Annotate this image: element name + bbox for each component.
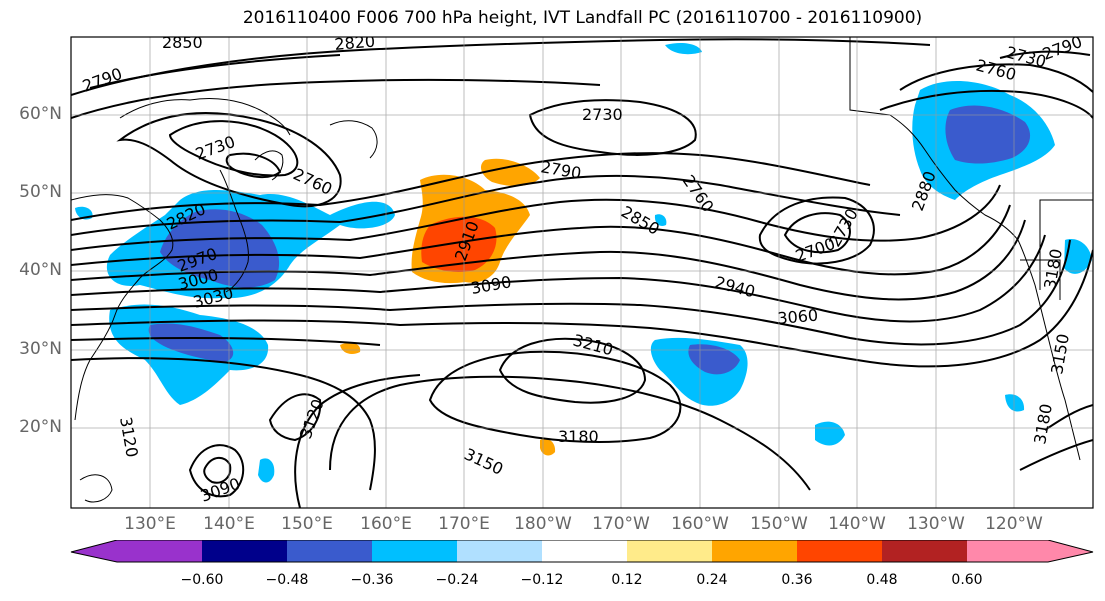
colorbar-segment [202, 540, 287, 562]
colorbar-outline [70, 540, 1094, 563]
lon-label: 180°W [514, 514, 572, 534]
lon-label: 150°W [750, 514, 808, 534]
contour-label: 3060 [777, 306, 819, 328]
colorbar-label: −0.12 [520, 572, 564, 588]
lon-label: 120°W [985, 514, 1043, 534]
colorbar-label: −0.48 [265, 572, 309, 588]
colorbar-segment [882, 540, 967, 562]
lon-label: 130°W [907, 514, 965, 534]
colorbar-segment [457, 540, 542, 562]
lon-label: 170°W [592, 514, 650, 534]
lat-label: 60°N [19, 104, 62, 124]
grid-lines [71, 37, 1093, 508]
colorbar-label: 0.24 [696, 572, 728, 588]
lon-label: 140°W [828, 514, 886, 534]
contour-label: 2820 [334, 32, 376, 54]
contour-label: 2730 [582, 105, 623, 124]
colorbar-label: 0.36 [781, 572, 813, 588]
colorbar-segment [967, 540, 1093, 562]
lon-label: 130°E [124, 514, 176, 534]
map-title: 2016110400 F006 700 hPa height, IVT Land… [242, 8, 923, 28]
height-contours [71, 38, 1093, 508]
lat-label: 30°N [19, 339, 62, 359]
colorbar-label: 0.12 [611, 572, 643, 588]
lon-label: 140°E [203, 514, 255, 534]
colorbar-label: −0.60 [180, 572, 224, 588]
colorbar-label: 0.60 [951, 572, 983, 588]
map-frame [70, 36, 1094, 509]
colorbar-segment [712, 540, 797, 562]
contour-label: 2850 [162, 33, 203, 52]
colorbar [70, 540, 1094, 563]
lon-label: 160°E [360, 514, 412, 534]
colorbar-label: −0.24 [435, 572, 479, 588]
colorbar-label: −0.36 [350, 572, 394, 588]
lat-label: 40°N [19, 260, 62, 280]
lat-label: 20°N [19, 417, 62, 437]
contour-label: 3180 [558, 427, 599, 446]
colorbar-segment [372, 540, 457, 562]
colorbar-segment [797, 540, 882, 562]
colorbar-segment [287, 540, 372, 562]
map-svg: 2850 2820 2790 2730 2760 2730 2790 2820 … [70, 32, 1094, 509]
colorbar-segment [627, 540, 712, 562]
lon-label: 150°E [281, 514, 333, 534]
colorbar-segment [542, 540, 627, 562]
lon-label: 170°E [438, 514, 490, 534]
lat-label: 50°N [19, 182, 62, 202]
lon-label: 160°W [671, 514, 729, 534]
colorbar-label: 0.48 [866, 572, 898, 588]
colorbar-segment [71, 540, 202, 562]
